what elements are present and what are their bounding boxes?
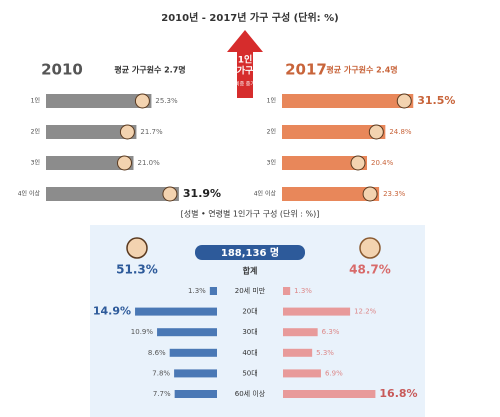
bar — [46, 156, 134, 170]
series-total: 48.7% — [349, 263, 391, 277]
arrow — [227, 30, 263, 98]
bar — [283, 328, 318, 337]
series-total: 51.3% — [116, 263, 158, 277]
value-label: 6.9% — [325, 369, 343, 377]
bar — [46, 94, 152, 108]
face-icon — [162, 186, 178, 202]
category-label: 1인 — [31, 98, 40, 105]
category-label: 3인 — [267, 160, 276, 167]
bar — [283, 369, 321, 378]
bar — [157, 328, 217, 337]
face-icon — [126, 237, 148, 259]
value-label: 14.9% — [93, 305, 131, 318]
value-label: 16.8% — [379, 387, 417, 400]
chart-subtitle: 평균 가구원수 2.7명 — [114, 65, 185, 75]
value-label: 31.5% — [417, 94, 455, 107]
bar — [135, 307, 217, 316]
bar — [174, 369, 217, 378]
category-label: 3인 — [31, 160, 40, 167]
value-label: 6.3% — [322, 328, 340, 336]
value-label: 24.8% — [389, 128, 412, 136]
category-label: 30대 — [242, 328, 257, 336]
value-label: 7.8% — [152, 369, 170, 377]
category-label: 4인 이상 — [254, 190, 277, 198]
face-icon — [396, 93, 412, 109]
value-label: 31.9% — [183, 187, 221, 200]
category-label: 60세 이상 — [235, 389, 266, 398]
bar — [283, 287, 291, 295]
category-label: 4인 이상 — [18, 190, 41, 198]
face-icon — [368, 124, 384, 140]
value-label: 5.3% — [316, 349, 334, 357]
value-label: 20.4% — [371, 159, 394, 167]
category-label: 2인 — [31, 129, 40, 136]
bar — [46, 187, 179, 201]
bar — [283, 348, 313, 357]
bar — [283, 307, 351, 316]
total: 188,136 명 — [221, 246, 279, 259]
face-icon — [117, 155, 132, 171]
category-label: 50대 — [242, 369, 257, 377]
face-icon — [134, 93, 150, 109]
category-label: 20세 미만 — [235, 286, 266, 295]
bar — [282, 187, 380, 201]
category-label: 20대 — [242, 308, 257, 316]
bar — [283, 390, 376, 398]
arrow-label: 1인 — [238, 55, 253, 66]
value-label: 7.7% — [153, 390, 171, 398]
bar — [282, 94, 414, 108]
value-label: 21.0% — [138, 159, 161, 167]
face-icon — [119, 124, 135, 140]
bar — [46, 125, 137, 139]
bar — [169, 348, 217, 357]
page-title: 2010년 - 2017년 가구 구성 (단위: %) — [161, 11, 338, 24]
total-pill — [195, 245, 305, 260]
face-icon — [359, 237, 381, 259]
total-label: 합계 — [243, 266, 258, 276]
chart-title: [성별 • 연령별 1인가구 구성 (단위 : %)] — [181, 209, 320, 219]
value-label: 8.6% — [148, 349, 166, 357]
value-label: 1.3% — [294, 287, 312, 295]
value-label: 10.9% — [131, 328, 154, 336]
chart-title: 2017 — [285, 61, 327, 79]
arrow-label: 가구 — [237, 65, 254, 77]
value-label: 1.3% — [188, 287, 206, 295]
value-label: 25.3% — [155, 97, 178, 105]
category-label: 1인 — [267, 98, 276, 105]
face-icon — [350, 155, 366, 171]
bar — [209, 287, 217, 295]
chart-title: 2010 — [41, 61, 83, 79]
bar — [282, 125, 386, 139]
arrow-note: 비중 증가 — [235, 81, 255, 88]
category-label: 40대 — [242, 349, 257, 357]
value-label: 12.2% — [354, 308, 377, 316]
value-label: 23.3% — [383, 190, 406, 198]
chart-subtitle: 평균 가구원수 2.4명 — [326, 65, 397, 75]
bar — [174, 390, 217, 398]
face-icon — [362, 186, 378, 202]
category-label: 2인 — [267, 129, 276, 136]
bar — [282, 156, 367, 170]
value-label: 21.7% — [140, 128, 163, 136]
